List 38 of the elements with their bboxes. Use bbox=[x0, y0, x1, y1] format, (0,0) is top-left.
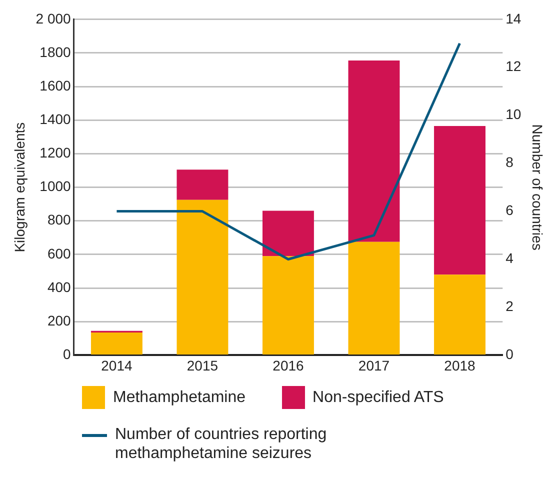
y2-tick-label: 14 bbox=[506, 10, 522, 26]
y-tick-label: 800 bbox=[47, 212, 72, 228]
bar bbox=[262, 210, 314, 256]
x-tick-label: 2017 bbox=[358, 357, 390, 374]
x-tick-label: 2016 bbox=[272, 357, 304, 374]
bar bbox=[434, 126, 486, 275]
y-tick-label: 1600 bbox=[40, 77, 72, 94]
x-tick-label: 2014 bbox=[101, 357, 132, 374]
y2-tick-label: 4 bbox=[506, 250, 514, 266]
bar bbox=[176, 170, 228, 200]
y-tick-label: 1400 bbox=[40, 111, 72, 127]
y2-tick-label: 8 bbox=[506, 154, 514, 170]
y-tick-label: 1200 bbox=[40, 144, 72, 161]
x-tick-label: 2018 bbox=[444, 357, 476, 374]
bar bbox=[434, 274, 486, 354]
y-tick-label: 600 bbox=[47, 245, 72, 262]
y-tick-label: 0 bbox=[63, 346, 72, 362]
y2-axis-title: Number of countries bbox=[530, 124, 546, 250]
y2-tick-label: 6 bbox=[506, 202, 514, 218]
bar bbox=[90, 332, 142, 354]
y-tick-label: 400 bbox=[47, 278, 72, 295]
y2-tick-label: 2 bbox=[506, 298, 514, 314]
y-axis-title: Kilogram equivalents bbox=[11, 122, 28, 252]
y2-tick-label: 0 bbox=[506, 346, 514, 362]
legend-label: Number of countries reporting methamphetamine seizures bbox=[115, 425, 328, 463]
legend-label: Methamphetamine bbox=[113, 388, 246, 406]
bar bbox=[176, 200, 228, 354]
y-tick-label: 1000 bbox=[40, 178, 72, 194]
legend-label: Non-specified ATS bbox=[312, 388, 444, 406]
y2-tick-label: 12 bbox=[506, 58, 522, 74]
bar bbox=[348, 60, 400, 242]
x-tick-label: 2015 bbox=[186, 357, 218, 374]
bar bbox=[262, 256, 314, 354]
y-tick-label: 2 000 bbox=[36, 10, 72, 26]
y2-tick-label: 10 bbox=[506, 106, 522, 122]
bar bbox=[348, 242, 400, 354]
y-tick-label: 200 bbox=[47, 312, 72, 328]
y-tick-label: 1800 bbox=[40, 44, 72, 60]
